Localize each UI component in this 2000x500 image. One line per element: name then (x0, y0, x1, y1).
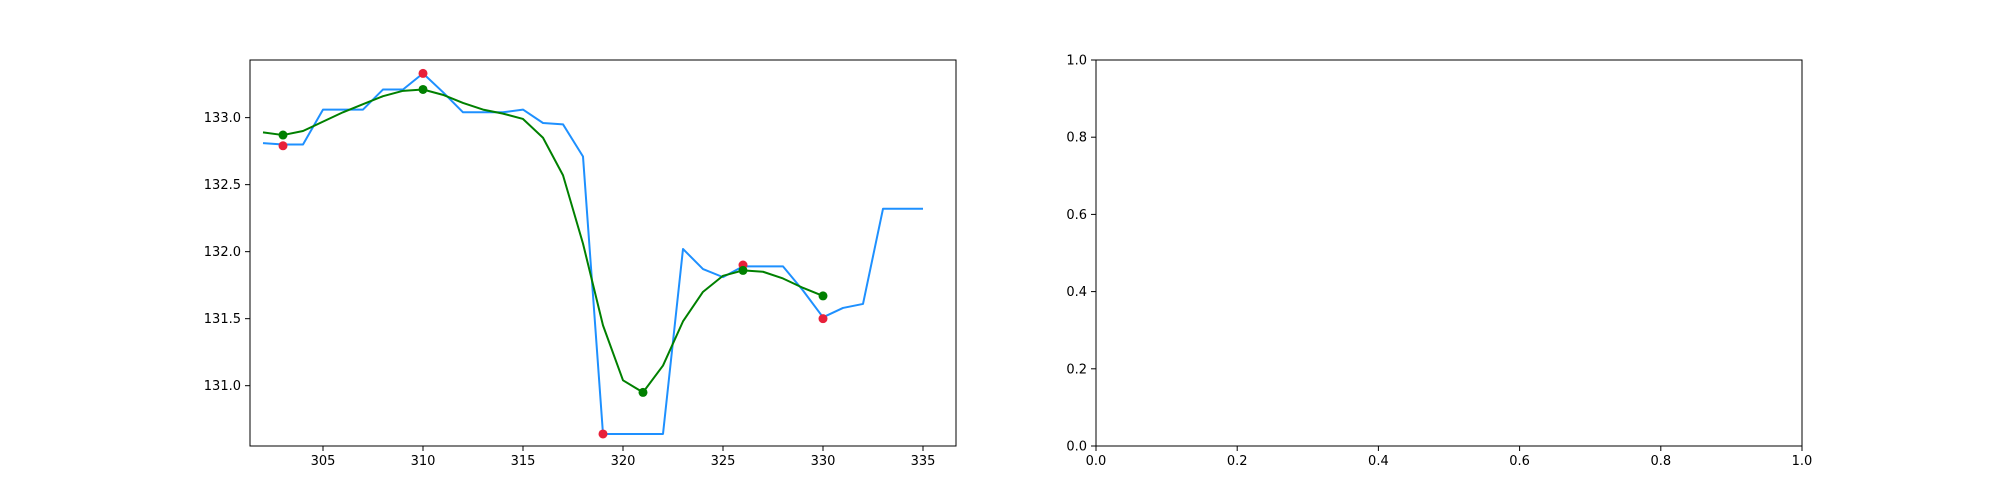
green-scatter-point (418, 84, 428, 94)
left-axes: 305 310 315 320 325 330 335 131.0 131.5 132.0 132… (204, 59, 957, 469)
left-x-tick-label: 305 (311, 454, 336, 469)
red-scatter-point (418, 68, 428, 78)
left-x-tick-label: 310 (411, 454, 436, 469)
left-axes-frame (249, 59, 957, 447)
right-y-tick-label: 0.6 (1066, 208, 1087, 223)
right-y-tick-label: 0.4 (1066, 285, 1087, 300)
smoothed-line-series (262, 88, 824, 394)
red-scatter-point (598, 429, 608, 439)
left-y-tick-label: 133.0 (204, 111, 241, 126)
left-x-axis: 305 310 315 320 325 330 335 (311, 446, 936, 469)
green-scatter-point (818, 291, 828, 301)
right-y-tick-label: 0.8 (1066, 131, 1087, 146)
left-plot-area (262, 68, 923, 439)
right-y-tick-label: 0.0 (1066, 440, 1087, 455)
right-axes: 0.0 0.2 0.4 0.6 0.8 1.0 0.0 0.2 0.4 0.6 0.8 1.0 (1066, 54, 1812, 470)
right-axes-frame (1095, 59, 1803, 447)
left-x-tick-label: 315 (511, 454, 536, 469)
green-scatter-point (278, 130, 288, 140)
left-y-axis: 131.0 131.5 132.0 132.5 133.0 (204, 111, 250, 394)
left-y-tick-label: 132.5 (204, 178, 241, 193)
right-x-tick-label: 0.4 (1368, 454, 1389, 469)
right-x-tick-label: 0.0 (1086, 454, 1107, 469)
right-x-tick-label: 0.6 (1509, 454, 1530, 469)
left-y-tick-label: 132.0 (204, 245, 241, 260)
right-x-tick-label: 1.0 (1792, 454, 1813, 469)
green-scatter-point (738, 265, 748, 275)
green-scatter-point (638, 387, 648, 397)
right-y-tick-label: 0.2 (1066, 362, 1087, 377)
red-scatter-point (818, 314, 828, 324)
left-y-tick-label: 131.5 (204, 312, 241, 327)
left-x-tick-label: 330 (811, 454, 836, 469)
right-y-tick-label: 1.0 (1066, 54, 1087, 69)
right-y-axis: 0.0 0.2 0.4 0.6 0.8 1.0 (1066, 54, 1096, 455)
right-x-axis: 0.0 0.2 0.4 0.6 0.8 1.0 (1086, 446, 1813, 469)
right-x-tick-label: 0.8 (1650, 454, 1671, 469)
left-y-tick-label: 131.0 (204, 379, 241, 394)
left-x-tick-label: 335 (911, 454, 936, 469)
right-x-tick-label: 0.2 (1227, 454, 1248, 469)
left-x-tick-label: 320 (611, 454, 636, 469)
red-scatter-point (278, 141, 288, 151)
left-x-tick-label: 325 (711, 454, 736, 469)
